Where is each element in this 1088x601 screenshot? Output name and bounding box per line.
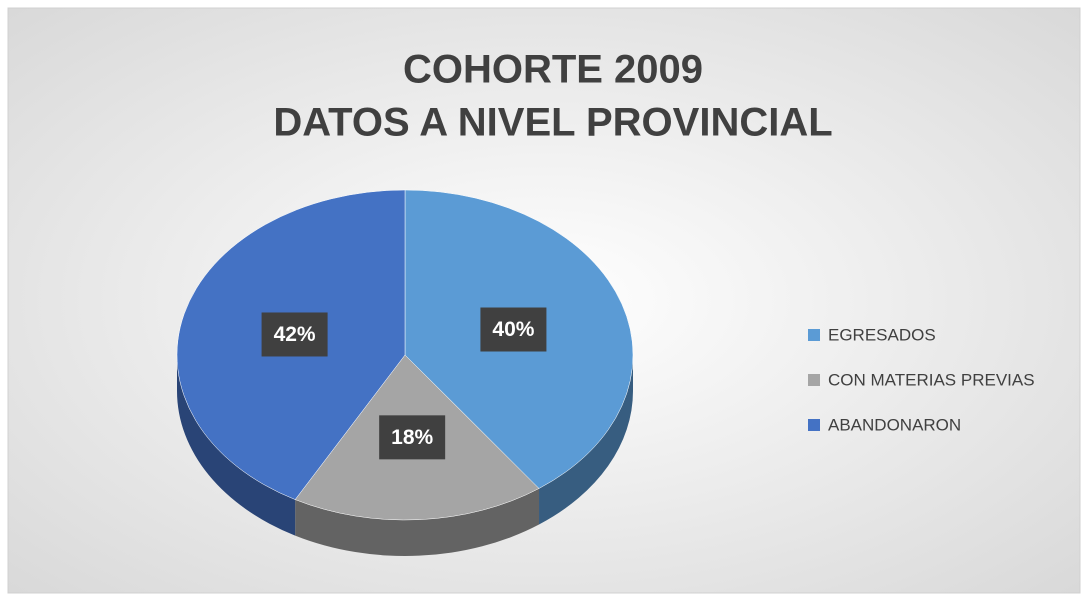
data-label: 40% (492, 318, 534, 341)
data-label-box (480, 307, 547, 352)
chart-title: COHORTE 2009 (403, 48, 703, 92)
legend-label: EGRESADOS (828, 325, 936, 344)
data-label: 18% (391, 426, 433, 449)
pie-side (539, 355, 633, 525)
pie-side (295, 488, 540, 556)
legend-label: ABANDONARON (828, 415, 961, 434)
legend-swatch (808, 419, 820, 431)
legend-swatch (808, 329, 820, 341)
data-label: 42% (274, 323, 316, 346)
pie-side (177, 355, 296, 536)
chart-title: DATOS A NIVEL PROVINCIAL (273, 101, 832, 145)
legend-swatch (808, 374, 820, 386)
legend-label: CON MATERIAS PREVIAS (828, 370, 1035, 389)
data-label-box (379, 415, 446, 460)
data-label-box (261, 312, 328, 357)
